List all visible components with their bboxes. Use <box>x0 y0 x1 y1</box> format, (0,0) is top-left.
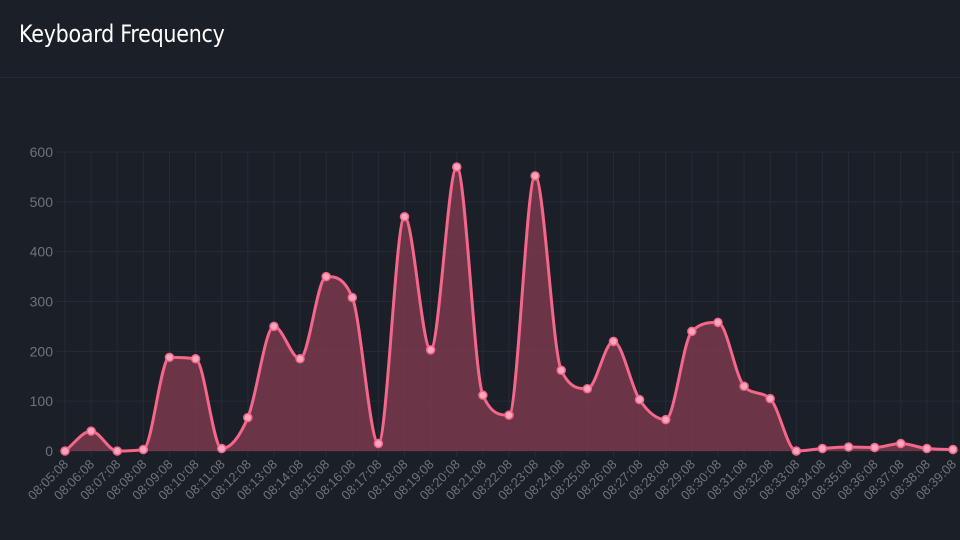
data-point <box>608 336 619 347</box>
data-point <box>687 326 697 337</box>
y-tick-label: 100 <box>30 393 54 409</box>
data-point <box>634 394 645 405</box>
data-point <box>164 352 175 363</box>
data-point <box>112 446 122 456</box>
data-point <box>295 354 305 364</box>
data-point <box>582 383 593 394</box>
y-tick-label: 200 <box>30 343 54 359</box>
data-point <box>399 212 410 222</box>
data-point <box>713 317 723 328</box>
data-point <box>922 443 932 454</box>
data-point <box>269 321 279 332</box>
data-point <box>373 438 384 449</box>
data-point <box>190 354 201 364</box>
data-point <box>347 292 358 303</box>
data-point <box>660 414 671 425</box>
data-point <box>321 271 331 282</box>
data-point <box>817 443 828 454</box>
y-axis: 0 100 200 300 400 500 600 <box>30 144 54 459</box>
y-tick-label: 600 <box>30 144 54 160</box>
grid <box>57 151 960 457</box>
panel-header: Keyboard Frequency <box>0 0 960 78</box>
series-area-fill <box>65 166 953 451</box>
data-point <box>739 381 749 391</box>
data-point <box>530 171 540 181</box>
data-point <box>896 438 906 449</box>
data-point <box>60 446 70 456</box>
x-axis: 08:05:0808:06:0808:07:0808:08:0808:09:08… <box>25 457 959 503</box>
data-point <box>452 162 462 172</box>
y-tick-label: 300 <box>30 294 54 310</box>
y-tick-label: 400 <box>30 244 54 260</box>
data-point <box>843 442 854 452</box>
data-point <box>556 365 566 376</box>
data-point <box>504 410 514 420</box>
data-point <box>869 442 880 453</box>
y-tick-label: 0 <box>45 443 53 459</box>
panel-title: Keyboard Frequency <box>19 20 225 48</box>
data-point <box>478 390 488 400</box>
data-point <box>765 393 775 404</box>
data-point <box>243 412 253 423</box>
data-point <box>948 444 958 455</box>
data-point <box>425 345 436 355</box>
y-tick-label: 500 <box>30 194 54 210</box>
data-point <box>86 426 96 436</box>
data-points <box>60 162 958 456</box>
data-point <box>138 444 149 455</box>
data-point <box>216 443 227 454</box>
data-point <box>791 446 802 456</box>
